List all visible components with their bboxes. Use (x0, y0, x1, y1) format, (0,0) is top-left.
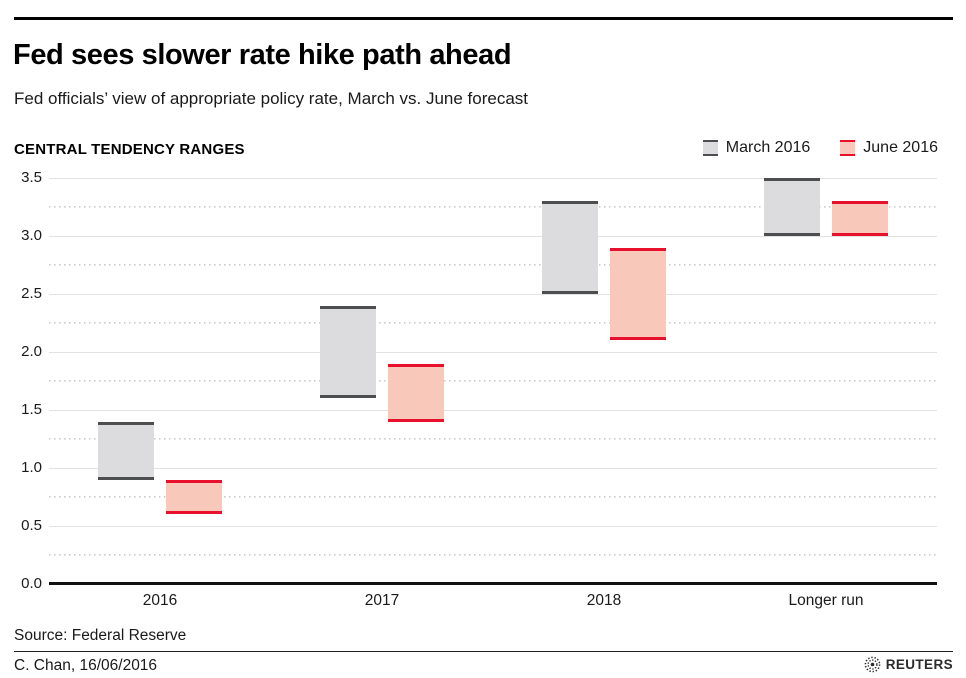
page-subtitle: Fed officials’ view of appropriate polic… (14, 89, 529, 108)
gridline-major (49, 294, 937, 295)
reuters-orb-icon (864, 656, 881, 673)
y-tick-label: 2.0 (21, 343, 42, 360)
bar-june-2016-2016 (166, 479, 222, 515)
gridline-minor (49, 438, 937, 440)
x-axis-line (49, 582, 937, 585)
y-tick-label: 3.5 (21, 169, 42, 186)
y-tick-label: 3.0 (21, 227, 42, 244)
bar-march-2016-longer-run (764, 178, 820, 236)
bar-march-2016-2018 (542, 201, 598, 294)
legend-swatch-june-icon (840, 140, 856, 156)
y-tick-label: 2.5 (21, 285, 42, 302)
source-note: Source: Federal Reserve (14, 627, 187, 644)
y-tick-label: 0.5 (21, 517, 42, 534)
plot-area (49, 178, 937, 585)
y-tick-label: 1.0 (21, 459, 42, 476)
bar-june-2016-2018 (610, 247, 666, 341)
chart-legend: March 2016 June 2016 (702, 139, 938, 157)
gridline-major (49, 352, 937, 353)
page-title: Fed sees slower rate hike path ahead (13, 39, 512, 71)
x-axis-label: 2016 (142, 592, 178, 609)
gridline-minor (49, 380, 937, 382)
chart-section-label: CENTRAL TENDENCY RANGES (14, 141, 245, 158)
reuters-wordmark: REUTERS (885, 657, 953, 672)
reuters-logo: REUTERS (864, 656, 953, 673)
bar-june-2016-longer-run (832, 201, 888, 236)
gridline-minor (49, 264, 937, 266)
x-axis-label: Longer run (788, 592, 864, 609)
bar-june-2016-2017 (388, 363, 444, 422)
gridline-major (49, 468, 937, 469)
legend-label-june: June 2016 (863, 139, 938, 156)
y-tick-label: 0.0 (21, 575, 42, 592)
gridline-major (49, 526, 937, 527)
gridline-major (49, 410, 937, 411)
legend-item-march: March 2016 (702, 139, 811, 157)
gridline-minor (49, 496, 937, 498)
legend-item-june: June 2016 (840, 139, 938, 157)
credit-line: C. Chan, 16/06/2016 (14, 657, 158, 674)
top-rule (14, 17, 953, 20)
legend-swatch-march-icon (702, 140, 718, 156)
legend-label-march: March 2016 (725, 139, 811, 156)
x-axis-label: 2018 (586, 592, 622, 609)
gridline-minor (49, 322, 937, 324)
gridline-major (49, 178, 937, 179)
gridline-minor (49, 554, 937, 556)
gridline-minor (49, 206, 937, 208)
bar-march-2016-2016 (98, 421, 154, 480)
bar-march-2016-2017 (320, 305, 376, 399)
y-tick-label: 1.5 (21, 401, 42, 418)
x-axis-label: 2017 (364, 592, 400, 609)
gridline-major (49, 236, 937, 237)
footer-rule (14, 651, 953, 652)
